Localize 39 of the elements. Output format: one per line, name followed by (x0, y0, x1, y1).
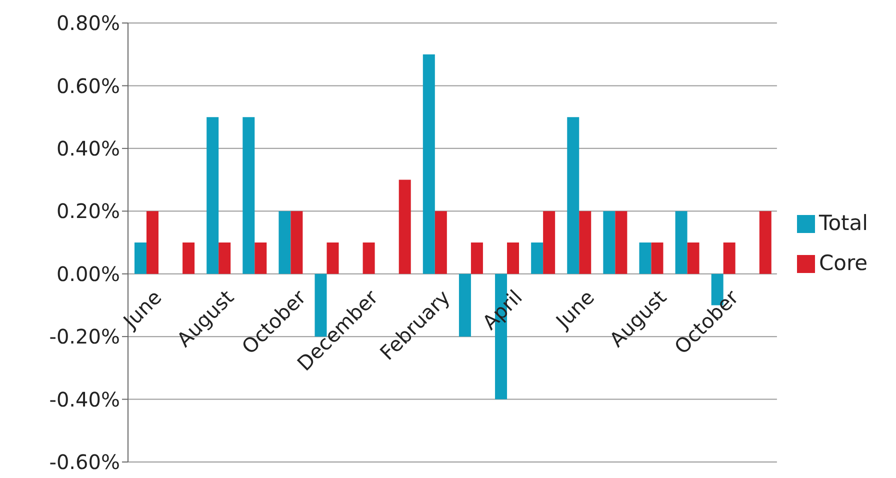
bar (615, 211, 628, 274)
y-tick-label: -0.60% (49, 450, 120, 474)
bar (398, 180, 411, 274)
bar (182, 242, 195, 274)
legend-label: Total (818, 211, 868, 235)
bar (531, 242, 544, 274)
bar (639, 242, 652, 274)
y-tick-label: 0.40% (56, 136, 120, 161)
bar (278, 211, 291, 274)
y-tick-label: 0.00% (56, 262, 120, 286)
bar (687, 242, 700, 274)
bar (507, 242, 520, 274)
bar (134, 242, 146, 274)
bar (218, 242, 231, 274)
bar (458, 274, 471, 337)
bar (362, 242, 375, 274)
bar (146, 211, 158, 274)
bar (470, 242, 483, 274)
bar (206, 117, 219, 274)
bar (651, 242, 664, 274)
bar (242, 117, 255, 274)
bar (434, 211, 447, 274)
bar (567, 117, 580, 274)
y-tick-label: -0.40% (49, 387, 120, 412)
bar (759, 211, 772, 274)
bar (543, 211, 556, 274)
bar (603, 211, 616, 274)
bar (290, 211, 303, 274)
bar (254, 242, 267, 274)
bar (675, 211, 688, 274)
bar (579, 211, 592, 274)
y-tick-label: -0.20% (49, 324, 120, 349)
y-tick-label: 0.60% (56, 74, 120, 98)
y-tick-label: 0.80% (56, 11, 120, 36)
legend-label: Core (818, 251, 868, 275)
y-tick-label: 0.20% (56, 199, 120, 224)
bar (326, 242, 339, 274)
bar (723, 242, 736, 274)
bar (422, 54, 435, 274)
